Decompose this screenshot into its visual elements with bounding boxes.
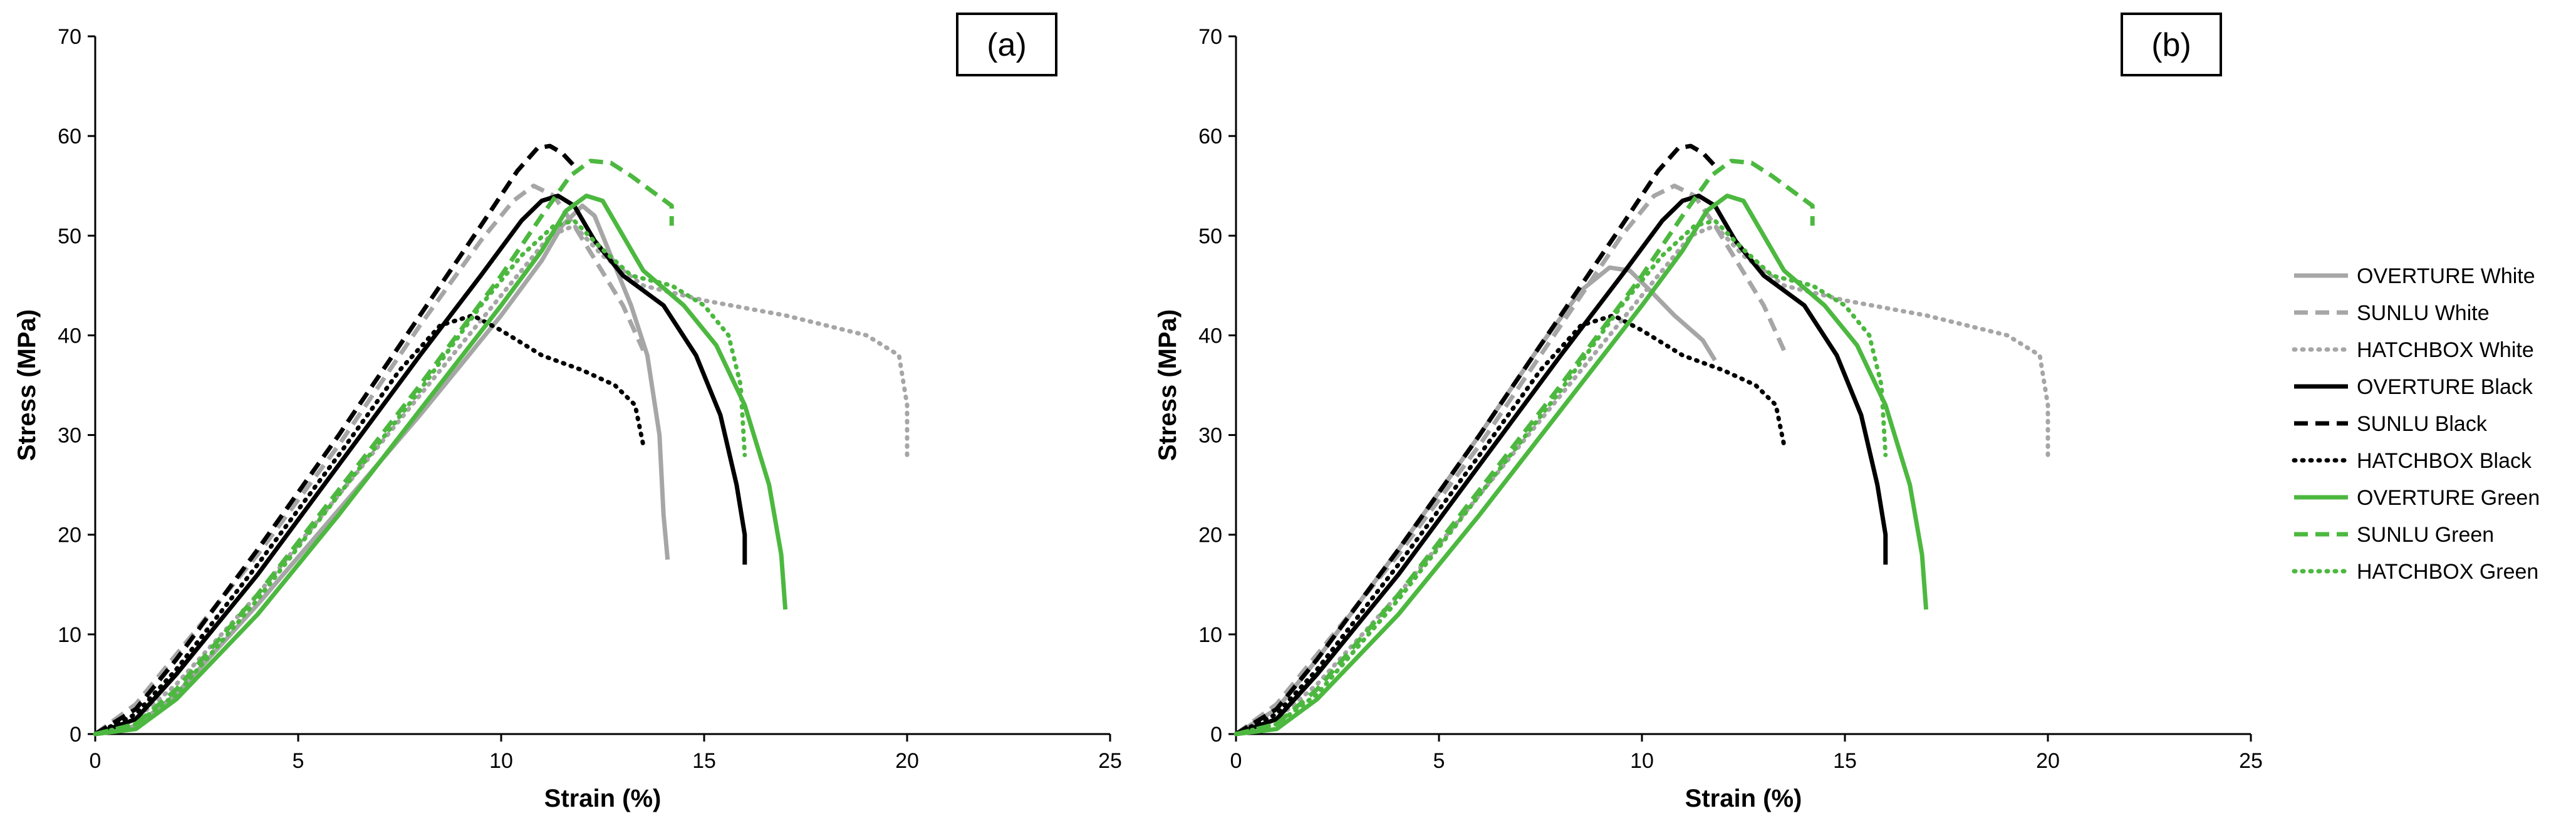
- legend-label: OVERTURE White: [2357, 264, 2535, 288]
- y-tick-label: 0: [70, 723, 81, 747]
- x-tick-label: 15: [1833, 749, 1857, 773]
- y-tick-label: 20: [58, 524, 81, 547]
- x-tick-label: 5: [1433, 749, 1445, 773]
- series-line-overture-green: [95, 194, 788, 737]
- x-tick-label: 0: [90, 749, 101, 773]
- y-tick-label: 40: [58, 324, 81, 348]
- x-tick-label: 25: [1098, 749, 1122, 773]
- x-tick-label: 20: [2036, 749, 2060, 773]
- chart-legend: OVERTURE White SUNLU White HATCHBOX White O…: [2292, 264, 2540, 584]
- series-line-hatchbox-black: [93, 313, 646, 737]
- series-line-overture-green: [1235, 194, 1929, 737]
- series-line-sunlu-black: [1235, 143, 1717, 736]
- y-tick-label: 60: [1198, 125, 1222, 148]
- y-tick-label: 60: [58, 125, 81, 148]
- y-axis-title: Stress (MPa): [1154, 309, 1182, 461]
- y-tick-label: 30: [58, 424, 81, 448]
- y-tick-label: 70: [1198, 25, 1222, 49]
- y-tick-label: 50: [1198, 224, 1222, 248]
- chart-panel-b: 0 10 20 30 40 50 60 70 0 5 10 15 20 25 Strain (%) Stres…: [1154, 13, 2263, 812]
- panel-label: (b): [2151, 27, 2191, 63]
- panel-label: (a): [987, 27, 1027, 63]
- y-tick-label: 20: [1198, 524, 1222, 547]
- x-tick-label: 0: [1230, 749, 1242, 773]
- panel-label-box: [2121, 13, 2222, 76]
- chart-panel-a: 0 10 20 30 40 50 60 70 0 5 10 15 20 25 Strain (%) Stres…: [13, 13, 1122, 812]
- y-tick-label: 0: [1210, 723, 1222, 747]
- x-tick-label: 10: [1630, 749, 1654, 773]
- y-axis-title: Stress (MPa): [13, 309, 41, 461]
- x-tick-label: 25: [2239, 749, 2263, 773]
- x-tick-label: 20: [895, 749, 919, 773]
- y-tick-label: 50: [58, 224, 81, 248]
- legend-label: HATCHBOX White: [2357, 338, 2534, 362]
- series-line-overture-black: [1235, 194, 1888, 737]
- y-tick-label: 30: [1198, 424, 1222, 448]
- panel-label-box: [956, 13, 1057, 76]
- legend-label: OVERTURE Green: [2357, 486, 2540, 510]
- series-line-sunlu-green: [1235, 158, 1815, 737]
- legend-label: HATCHBOX Black: [2357, 449, 2532, 473]
- y-tick-label: 10: [1198, 623, 1222, 647]
- y-tick-label: 70: [58, 25, 81, 49]
- series-line-sunlu-green: [95, 158, 674, 737]
- series-line-sunlu-black: [94, 143, 576, 736]
- x-axis-title: Strain (%): [544, 785, 662, 812]
- series-line-overture-black: [94, 194, 747, 737]
- x-tick-label: 5: [293, 749, 304, 773]
- y-tick-label: 40: [1198, 324, 1222, 348]
- y-tick-label: 10: [58, 623, 81, 647]
- legend-label: SUNLU White: [2357, 301, 2490, 325]
- x-tick-label: 10: [489, 749, 513, 773]
- series-line-hatchbox-black: [1233, 313, 1787, 737]
- series-line-hatchbox-green: [93, 218, 747, 737]
- legend-label: SUNLU Black: [2357, 412, 2488, 436]
- series-line-hatchbox-green: [1233, 218, 1888, 737]
- x-axis-title: Strain (%): [1685, 785, 1802, 812]
- legend-label: SUNLU Green: [2357, 523, 2494, 547]
- legend-label: HATCHBOX Green: [2357, 560, 2538, 584]
- legend-label: OVERTURE Black: [2357, 375, 2533, 399]
- x-tick-label: 15: [692, 749, 716, 773]
